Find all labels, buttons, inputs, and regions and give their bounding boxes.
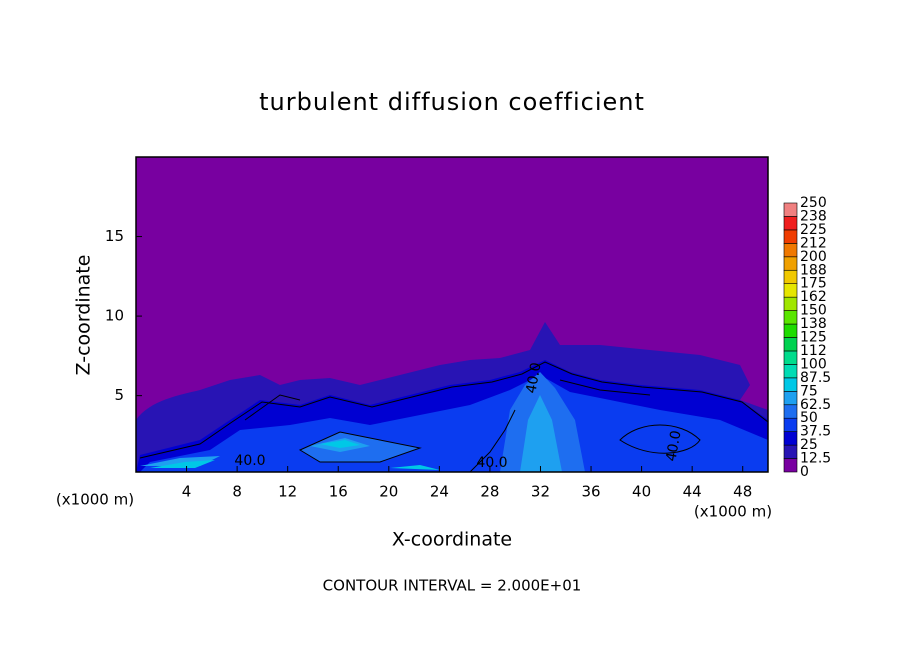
colorbar-box: [783, 364, 798, 379]
colorbar-box: [783, 216, 798, 231]
colorbar-box: [783, 229, 798, 244]
colorbar-box: [783, 256, 798, 271]
contour-lines: [139, 361, 769, 473]
colorbar-box: [783, 202, 798, 217]
colorbar-label: 188: [800, 262, 827, 278]
y-tick-label: 5: [114, 386, 124, 404]
colorbar-label: 12.5: [800, 451, 831, 467]
x-tick-label: 12: [278, 483, 297, 501]
colorbar-box: [783, 458, 798, 473]
field: [136, 157, 769, 473]
colorbar-label: 200: [800, 249, 827, 265]
colorbar-box: [783, 323, 798, 338]
colorbar-box: [783, 296, 798, 311]
colorbar-label: 162: [800, 289, 827, 305]
colorbar-label: 50: [800, 410, 818, 426]
x-tick-label: 36: [581, 483, 600, 501]
x-tick-label: 16: [329, 483, 348, 501]
y-tick-label: 10: [105, 307, 124, 325]
colorbar-label: 87.5: [800, 370, 831, 386]
colorbar-box: [783, 431, 798, 446]
colorbar-label: 138: [800, 316, 827, 332]
colorbar-label: 150: [800, 303, 827, 319]
colorbar-box: [783, 283, 798, 298]
colorbar-box: [783, 390, 798, 406]
x-tick-label: 44: [683, 483, 702, 501]
footnote: CONTOUR INTERVAL = 2.000E+01: [323, 577, 582, 595]
colorbar-label: 125: [800, 330, 827, 346]
colorbar-label: 250: [800, 195, 827, 211]
colorbar-box: [783, 243, 798, 258]
colorbar-label: 225: [800, 222, 827, 238]
contour-label: 40.0: [663, 429, 684, 462]
x-tick-label: 40: [632, 483, 651, 501]
colorbar-label: 212: [800, 235, 827, 251]
field-region: [140, 375, 768, 472]
colorbar-box: [783, 377, 798, 392]
colorbar-box: [783, 310, 798, 325]
colorbar-box: [783, 444, 798, 459]
x-tick-label: 48: [733, 483, 752, 501]
colorbar-label: 100: [800, 356, 827, 372]
colorbar-label: 0: [800, 464, 809, 480]
contour-label: 40.0: [523, 361, 544, 394]
y-tick-label: 15: [105, 227, 124, 245]
colorbar-box: [783, 269, 798, 284]
x-tick-label: 32: [531, 483, 550, 501]
field-region: [150, 440, 440, 470]
colorbar-label: 62.5: [800, 397, 831, 413]
x-tick-label: 28: [480, 483, 499, 501]
x-unit-label: (x1000 m): [694, 503, 772, 521]
colorbar-box: [783, 337, 798, 352]
y-unit-label: (x1000 m): [56, 491, 134, 509]
colorbar-label: 75: [800, 383, 818, 399]
x-tick-label: 4: [182, 483, 192, 501]
y-axis-label: Z-coordinate: [73, 255, 95, 376]
contour-label: 40.0: [234, 453, 265, 469]
colorbar-box: [783, 350, 798, 365]
colorbar-label: 175: [800, 276, 827, 292]
x-tick-label: 8: [232, 483, 242, 501]
colorbar-box: [783, 417, 798, 432]
chart-title: turbulent diffusion coefficient: [259, 88, 645, 116]
colorbar-box: [783, 404, 798, 419]
field-region: [300, 372, 585, 472]
colorbar-label: 37.5: [800, 424, 831, 440]
plot-frame: [135, 156, 769, 473]
x-tick-label: 24: [430, 483, 449, 501]
colorbar-label: 238: [800, 208, 827, 224]
x-axis-label: X-coordinate: [392, 529, 512, 551]
colorbar-label: 25: [800, 437, 818, 453]
colorbar-label: 112: [800, 343, 827, 359]
x-tick-label: 20: [379, 483, 398, 501]
contour-label: 40.0: [476, 455, 507, 471]
